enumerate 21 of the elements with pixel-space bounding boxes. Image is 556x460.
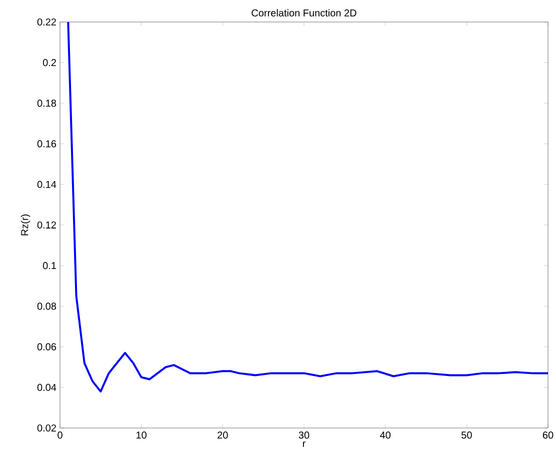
chart-title: Correlation Function 2D (252, 9, 356, 16)
y-tick-label: 0.1 (42, 262, 56, 270)
y-tick-label: 0.14 (37, 180, 56, 188)
y-tick-label: 0.16 (37, 140, 56, 148)
y-tick-label: 0.02 (37, 424, 56, 432)
y-tick-label: 0.22 (37, 18, 56, 26)
x-tick-label: 10 (136, 432, 147, 439)
y-tick-label: 0.2 (42, 59, 56, 66)
x-tick-label: 20 (218, 432, 228, 439)
y-tick-label: 0.06 (37, 343, 56, 350)
y-tick-label: 0.04 (37, 384, 56, 391)
x-axis-title: r (302, 441, 306, 447)
x-tick-label: 50 (462, 432, 472, 439)
x-tick-label: 30 (298, 432, 310, 439)
x-tick-label: 60 (542, 432, 554, 439)
x-tick-label: 40 (380, 432, 391, 439)
y-tick-label: 0.08 (37, 302, 56, 310)
y-axis-title: Rz(r) (20, 214, 30, 236)
y-tick-label: 0.18 (37, 100, 56, 107)
y-tick-label: 0.12 (37, 221, 56, 229)
x-tick-label: 0 (58, 432, 62, 439)
